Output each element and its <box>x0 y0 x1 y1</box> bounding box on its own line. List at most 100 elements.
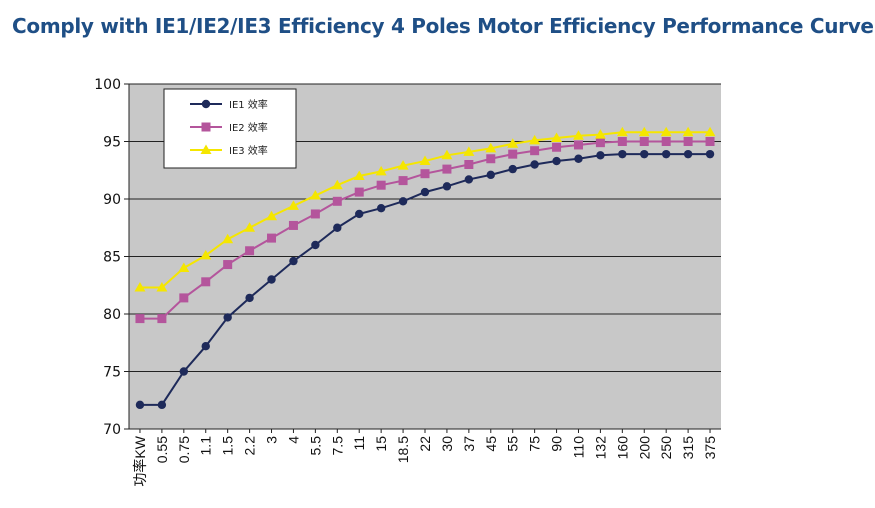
data-point <box>572 130 584 140</box>
x-tick-label: 315 <box>680 436 696 460</box>
x-tick-label: 200 <box>636 436 652 460</box>
data-point <box>245 246 255 256</box>
data-point <box>594 129 606 139</box>
x-tick-label: 75 <box>527 436 543 452</box>
x-tick-label: 30 <box>439 436 455 452</box>
x-tick-label: 37 <box>461 436 477 452</box>
data-point <box>508 149 518 159</box>
data-point <box>683 149 693 159</box>
data-point <box>638 126 650 137</box>
data-point <box>508 164 517 174</box>
data-point <box>442 182 452 191</box>
data-point <box>529 134 541 145</box>
x-tick-label: 4 <box>285 436 301 444</box>
data-point <box>618 149 627 159</box>
x-tick-label: 1.1 <box>198 436 214 456</box>
x-tick-label: 375 <box>702 436 718 460</box>
data-point <box>420 187 430 197</box>
data-point <box>287 200 299 210</box>
data-point <box>464 175 474 184</box>
data-point <box>267 275 276 284</box>
legend-entry: IE3 效率 <box>229 144 268 157</box>
data-point <box>419 155 431 166</box>
series-2 <box>135 137 715 324</box>
data-point <box>398 197 408 206</box>
x-tick-label: 0.75 <box>176 436 192 463</box>
data-point <box>376 204 386 213</box>
x-tick-label: 11 <box>351 436 367 451</box>
legend-entry: IE1 效率 <box>229 98 268 111</box>
data-point <box>551 132 563 143</box>
data-point <box>617 137 627 146</box>
data-point <box>223 313 232 322</box>
y-axis: 70 75 80 85 90 95 100 <box>94 77 130 438</box>
data-point <box>660 126 672 137</box>
data-point <box>485 142 497 153</box>
data-point <box>157 314 167 324</box>
data-point <box>398 176 408 186</box>
data-point <box>616 126 628 137</box>
data-point <box>683 137 693 146</box>
data-point <box>331 179 343 190</box>
data-point <box>353 170 365 180</box>
data-point <box>135 400 145 410</box>
x-axis: 功率KW 0.55 0.75 1.1 1.5 2.2 3 4 5.5 7.5 11 15 18.5 22 3… <box>132 429 718 487</box>
data-point <box>135 314 145 324</box>
data-point <box>552 156 561 166</box>
data-point <box>288 220 298 230</box>
data-point <box>179 367 189 376</box>
y-tick-label: 75 <box>103 365 121 381</box>
x-tick-label: 90 <box>549 436 565 452</box>
data-point <box>223 260 233 270</box>
y-tick-label: 80 <box>103 307 121 323</box>
data-point <box>530 160 539 169</box>
x-tick-label: 132 <box>592 436 608 460</box>
x-tick-label: 功率KW <box>132 435 148 486</box>
legend-marker <box>201 99 211 109</box>
y-tick-label: 85 <box>103 250 121 266</box>
data-point <box>639 137 649 146</box>
data-point <box>552 142 562 152</box>
series-3 <box>134 126 716 292</box>
data-point <box>420 169 430 179</box>
series-group <box>134 126 716 410</box>
page-title: Comply with IE1/IE2/IE3 Efficiency 4 Pol… <box>12 14 874 38</box>
data-point <box>244 222 256 232</box>
y-tick-label: 90 <box>103 192 121 208</box>
data-point <box>179 293 189 303</box>
x-tick-label: 160 <box>614 436 630 460</box>
data-point <box>289 256 298 266</box>
data-point <box>463 146 475 156</box>
legend-entry: IE2 效率 <box>229 121 268 134</box>
data-point <box>442 164 452 174</box>
data-point <box>705 137 715 146</box>
data-point <box>266 210 278 221</box>
data-point <box>595 138 605 148</box>
y-tick-label: 100 <box>94 77 121 93</box>
data-point <box>464 160 474 169</box>
x-tick-label: 7.5 <box>329 436 345 456</box>
x-tick-label: 1.5 <box>220 436 236 456</box>
data-point <box>134 282 146 292</box>
data-point <box>375 165 387 176</box>
data-point <box>245 293 254 303</box>
x-tick-label: 2.2 <box>242 436 258 456</box>
data-point <box>201 342 210 351</box>
data-point <box>332 196 342 206</box>
data-point <box>530 146 540 156</box>
legend-box <box>163 88 297 169</box>
data-point <box>333 223 342 232</box>
x-tick-label: 110 <box>570 436 586 459</box>
data-point <box>705 149 715 159</box>
x-tick-label: 0.55 <box>154 436 170 463</box>
x-tick-label: 55 <box>505 436 521 452</box>
data-point <box>441 149 453 160</box>
data-point <box>574 154 583 163</box>
data-point <box>573 140 583 150</box>
data-point <box>486 154 496 164</box>
x-tick-label: 3 <box>264 436 280 444</box>
data-point <box>486 170 495 180</box>
x-tick-label: 45 <box>483 436 499 452</box>
data-point <box>376 180 386 190</box>
